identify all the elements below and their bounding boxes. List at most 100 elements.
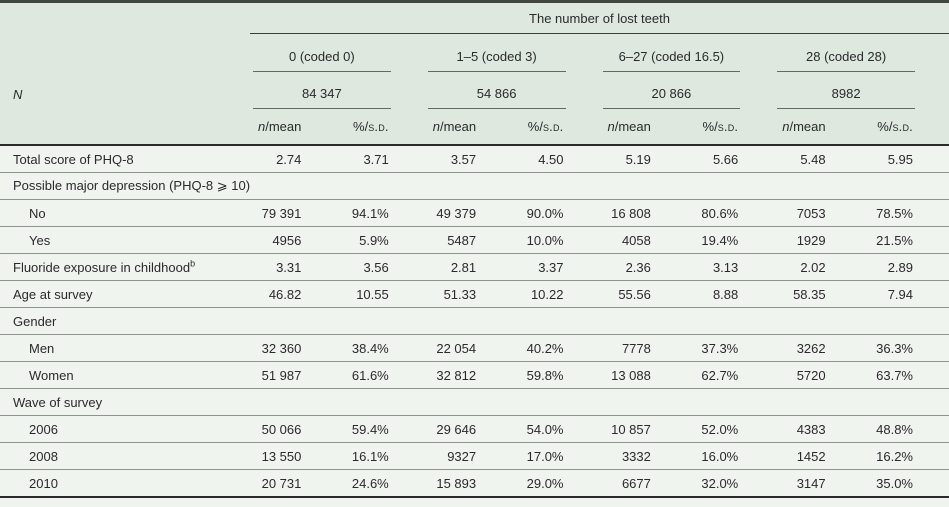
cell-value: 5487 <box>424 226 513 254</box>
cell-value: 9327 <box>424 442 513 470</box>
table-row: 2010 20 731 24.6% 15 893 29.0% 6677 32.0% 3147 3… <box>0 469 949 498</box>
subcol-pctsd: %/s.d. <box>337 109 425 146</box>
cell-value: 3.31 <box>250 253 338 281</box>
cell-value: 5.95 <box>861 145 949 173</box>
cell-value: 16.2% <box>861 442 949 470</box>
cell-value: 54.0% <box>512 415 600 443</box>
cell-value: 62.7% <box>686 361 775 389</box>
cell-value: 32.0% <box>686 469 775 498</box>
table-row: Yes 4956 5.9% 5487 10.0% 4058 19.4% 1929 21.5% <box>0 226 949 254</box>
section-label: Wave of survey <box>0 388 949 416</box>
cell-value: 7053 <box>774 199 862 227</box>
row-label: Women <box>0 361 250 389</box>
cell-value: 52.0% <box>686 415 775 443</box>
cell-value: 8.88 <box>686 280 775 308</box>
cell-value: 2.89 <box>861 253 949 281</box>
table-row: No 79 391 94.1% 49 379 90.0% 16 808 80.6% 7053 7… <box>0 199 949 227</box>
cell-value: 16.1% <box>337 442 425 470</box>
table-title: The number of lost teeth <box>250 1 949 34</box>
cell-value: 94.1% <box>337 199 425 227</box>
cell-value: 59.4% <box>337 415 425 443</box>
subcol-nmean: n/mean <box>424 109 513 146</box>
cell-value: 2.36 <box>599 253 687 281</box>
cell-value: 35.0% <box>861 469 949 498</box>
cell-value: 50 066 <box>250 415 338 443</box>
cell-value: 5.9% <box>337 226 425 254</box>
subcolumn-header-row: n/mean %/s.d. n/mean %/s.d. n/mean %/s.d… <box>0 109 949 146</box>
row-label: Men <box>0 334 250 362</box>
section-row: Gender <box>0 307 949 335</box>
subcol-nmean: n/mean <box>250 109 338 146</box>
cell-value: 13 550 <box>250 442 338 470</box>
cell-value: 1452 <box>774 442 862 470</box>
table-header: N The number of lost teeth 0 (coded 0) 1… <box>0 1 949 146</box>
cell-value: 78.5% <box>861 199 949 227</box>
cell-value: 5.19 <box>599 145 687 173</box>
cell-value: 24.6% <box>337 469 425 498</box>
row-label: Age at survey <box>0 280 250 308</box>
header-title-row: N The number of lost teeth <box>0 1 949 146</box>
cell-value: 51 987 <box>250 361 338 389</box>
cell-value: 59.8% <box>512 361 600 389</box>
cell-value: 4383 <box>774 415 862 443</box>
stub-n-label: N <box>13 87 23 102</box>
cell-value: 2.81 <box>424 253 513 281</box>
cell-value: 48.8% <box>861 415 949 443</box>
group-n-0: 84 347 <box>253 86 391 109</box>
group-label-2: 6–27 (coded 16.5) <box>602 49 741 72</box>
cell-value: 63.7% <box>861 361 949 389</box>
table-row: Fluoride exposure in childhoodb 3.31 3.56 2… <box>0 253 949 281</box>
cell-value: 37.3% <box>686 334 775 362</box>
row-label: 2008 <box>0 442 250 470</box>
row-label: Yes <box>0 226 250 254</box>
subcol-nmean: n/mean <box>774 109 862 146</box>
cell-value: 29 646 <box>424 415 513 443</box>
group-label-row: 0 (coded 0) 1–5 (coded 3) 6–27 (coded 16… <box>0 33 949 72</box>
cell-value: 3147 <box>774 469 862 498</box>
cell-value: 36.3% <box>861 334 949 362</box>
cell-value: 32 360 <box>250 334 338 362</box>
subcol-pctsd: %/s.d. <box>861 109 949 146</box>
cell-value: 21.5% <box>861 226 949 254</box>
cell-value: 16.0% <box>686 442 775 470</box>
row-label: No <box>0 199 250 227</box>
cell-value: 51.33 <box>424 280 513 308</box>
cell-value: 4956 <box>250 226 338 254</box>
cell-value: 55.56 <box>599 280 687 308</box>
row-label: Total score of PHQ-8 <box>0 145 250 173</box>
cell-value: 49 379 <box>424 199 513 227</box>
cell-value: 3262 <box>774 334 862 362</box>
row-label: Fluoride exposure in childhoodb <box>0 253 250 281</box>
cell-value: 46.82 <box>250 280 338 308</box>
row-label: 2010 <box>0 469 250 498</box>
cell-value: 6677 <box>599 469 687 498</box>
cell-value: 10.0% <box>512 226 600 254</box>
cell-value: 3.56 <box>337 253 425 281</box>
table-body: Total score of PHQ-8 2.74 3.71 3.57 4.50 5.19… <box>0 145 949 498</box>
subcol-pctsd: %/s.d. <box>686 109 775 146</box>
group-n-3: 8982 <box>777 86 915 109</box>
cell-value: 19.4% <box>686 226 775 254</box>
table-row: 2006 50 066 59.4% 29 646 54.0% 10 857 52.0% 438… <box>0 415 949 443</box>
group-n-row: 84 347 54 866 20 866 8982 <box>0 72 949 109</box>
row-label: 2006 <box>0 415 250 443</box>
section-label: Gender <box>0 307 949 335</box>
section-row: Wave of survey <box>0 388 949 416</box>
cell-value: 80.6% <box>686 199 775 227</box>
cell-value: 10 857 <box>599 415 687 443</box>
table-row: Women 51 987 61.6% 32 812 59.8% 13 088 62.7% 57… <box>0 361 949 389</box>
cell-value: 1929 <box>774 226 862 254</box>
table-row: 2008 13 550 16.1% 9327 17.0% 3332 16.0% 1452 16.… <box>0 442 949 470</box>
cell-value: 20 731 <box>250 469 338 498</box>
cell-value: 38.4% <box>337 334 425 362</box>
cell-value: 4.50 <box>512 145 600 173</box>
table-row: Men 32 360 38.4% 22 054 40.2% 7778 37.3% 3262 36… <box>0 334 949 362</box>
cell-value: 10.55 <box>337 280 425 308</box>
cell-value: 5.66 <box>686 145 775 173</box>
group-label-3: 28 (coded 28) <box>777 49 915 72</box>
cell-value: 40.2% <box>512 334 600 362</box>
subcol-pctsd: %/s.d. <box>512 109 600 146</box>
cell-value: 3.37 <box>512 253 600 281</box>
group-n-2: 20 866 <box>602 86 741 109</box>
cell-value: 15 893 <box>424 469 513 498</box>
